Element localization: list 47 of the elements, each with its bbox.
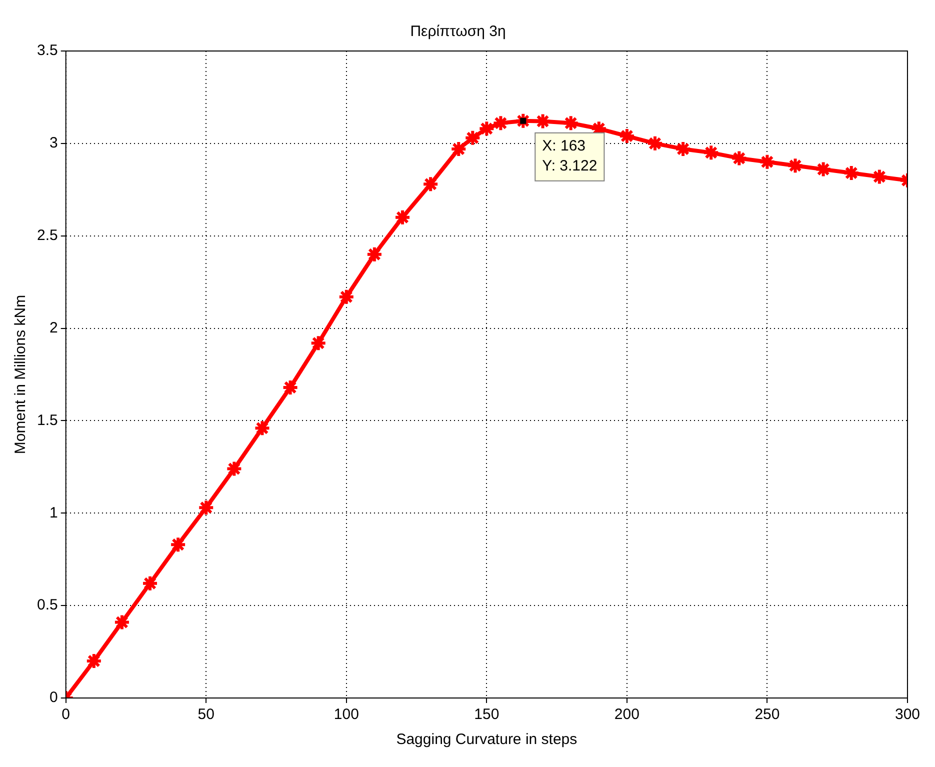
x-tick-label: 150 bbox=[474, 706, 500, 724]
annotation: X: 163 Y: 3.122 bbox=[542, 138, 598, 175]
point bbox=[870, 168, 888, 186]
point bbox=[786, 157, 804, 174]
y-tick-label: 2 bbox=[50, 319, 58, 336]
y-tick-label: 1.5 bbox=[36, 412, 58, 429]
x-tick-label: 0 bbox=[62, 706, 70, 724]
point bbox=[562, 114, 580, 132]
x-tick-label: 200 bbox=[614, 706, 640, 724]
chart-title: Περίπτωση 3η bbox=[410, 23, 506, 40]
y-axis-title: Moment in Millions kNm bbox=[12, 294, 30, 454]
point bbox=[422, 176, 440, 193]
point bbox=[674, 140, 692, 158]
point bbox=[310, 334, 327, 352]
point bbox=[618, 128, 636, 145]
point bbox=[366, 246, 383, 263]
x-tick-label: 50 bbox=[198, 706, 214, 724]
point bbox=[842, 164, 860, 182]
x-tick-label: 100 bbox=[334, 706, 359, 724]
point bbox=[450, 140, 468, 158]
point bbox=[142, 574, 159, 592]
point bbox=[254, 420, 271, 437]
point bbox=[226, 460, 243, 478]
y-tick-label: 0 bbox=[50, 689, 58, 706]
point bbox=[464, 129, 482, 146]
point bbox=[282, 378, 299, 396]
point bbox=[702, 144, 720, 162]
point bbox=[646, 134, 664, 152]
point bbox=[170, 536, 187, 554]
point bbox=[338, 288, 355, 306]
point bbox=[478, 120, 496, 138]
y-tick-label: 1 bbox=[50, 504, 58, 522]
point bbox=[730, 150, 748, 167]
y-tick-label: 0.5 bbox=[36, 596, 58, 614]
point bbox=[198, 499, 215, 516]
y-tick-label: 3 bbox=[50, 134, 58, 152]
y-tick-label: 3.5 bbox=[36, 42, 58, 60]
x-tick-label: 300 bbox=[894, 706, 920, 724]
point bbox=[85, 652, 102, 670]
y-tick-label: 2.5 bbox=[36, 227, 58, 244]
point bbox=[758, 153, 776, 170]
point bbox=[113, 614, 130, 631]
x-axis-title: Sagging Curvature in steps bbox=[396, 731, 578, 748]
point bbox=[492, 114, 510, 132]
x-tick-label: 250 bbox=[754, 706, 780, 724]
point bbox=[814, 160, 832, 178]
point bbox=[394, 208, 412, 226]
